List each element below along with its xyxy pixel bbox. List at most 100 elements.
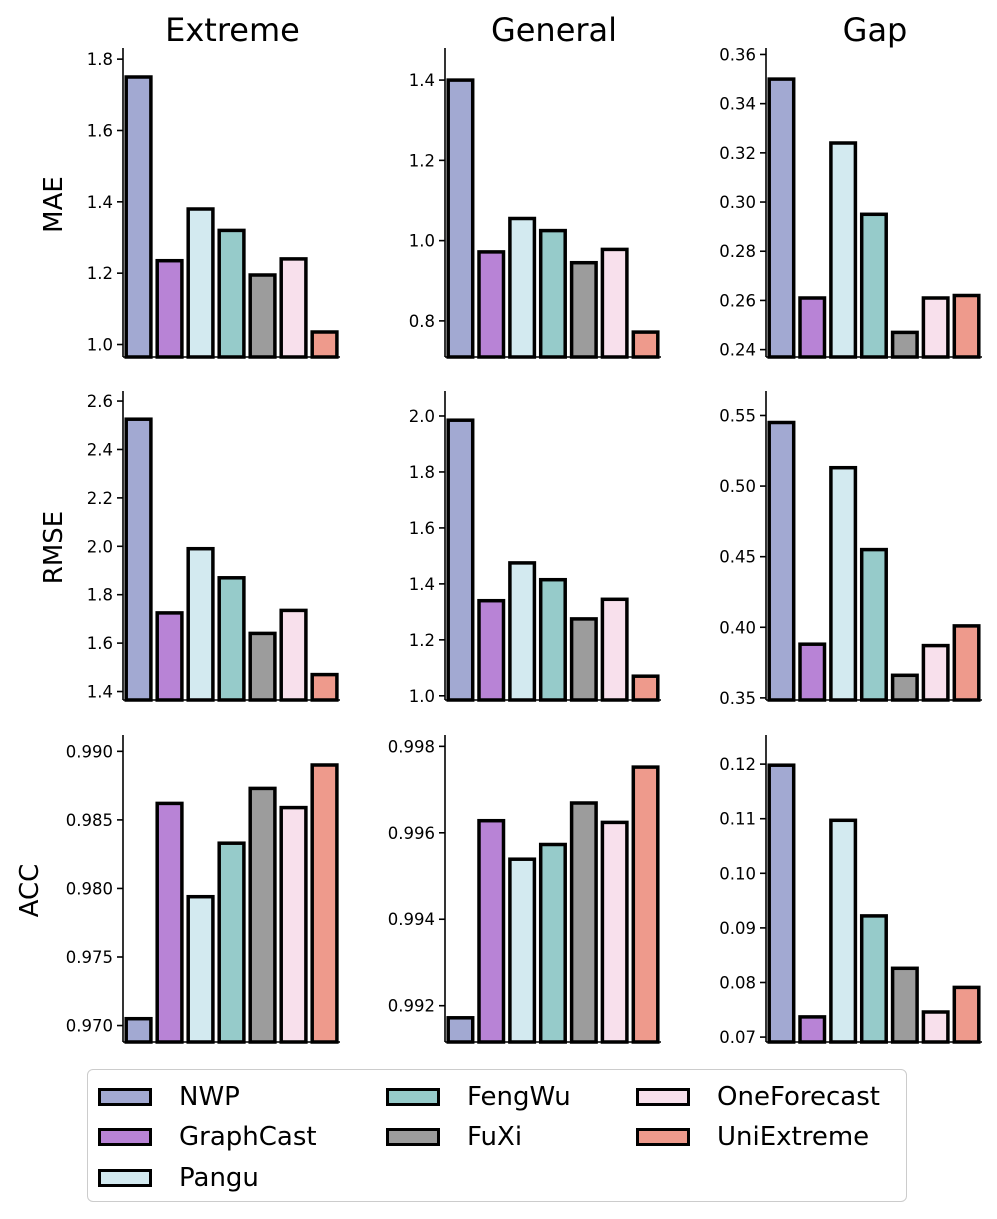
legend-swatch-pangu bbox=[98, 1169, 152, 1187]
y-tick-label-acc-general-3: 0.998 bbox=[388, 737, 435, 756]
panels-group: 1.0 1.2 1.4 1.6 1.8 Extreme MAE 0.8 1.0 1.2 1.4 Gen… bbox=[15, 11, 982, 1047]
bar-acc-extreme-uniextreme bbox=[310, 763, 339, 1044]
bar-acc-general-fuxi bbox=[569, 801, 598, 1044]
y-tick-label-mae-extreme-1: 1.2 bbox=[87, 264, 113, 283]
bar-rmse-general-fengwu bbox=[538, 577, 567, 702]
bar-acc-gap-fengwu bbox=[859, 914, 888, 1044]
bar-mae-gap-fengwu bbox=[859, 212, 888, 359]
y-tick-label-mae-extreme-2: 1.4 bbox=[87, 193, 113, 212]
panel-mae-extreme: 1.0 1.2 1.4 1.6 1.8 Extreme MAE bbox=[39, 11, 340, 359]
bar-mae-gap-uniextreme bbox=[952, 293, 981, 359]
y-tick-label-rmse-general-4: 1.8 bbox=[409, 463, 435, 482]
y-tick-label-mae-gap-2: 0.28 bbox=[719, 242, 756, 261]
legend-label-uniextreme: UniExtreme bbox=[717, 1122, 870, 1152]
row-label-mae: MAE bbox=[39, 176, 69, 233]
legend-swatch-oneforecast bbox=[636, 1088, 690, 1106]
y-tick-label-rmse-extreme-0: 1.4 bbox=[87, 683, 113, 702]
panel-mae-gap: 0.24 0.26 0.28 0.30 0.32 0.34 0.36 Gap bbox=[719, 11, 982, 360]
legend-swatch-graphcast bbox=[98, 1128, 152, 1146]
legend-item-pangu: Pangu bbox=[98, 1163, 259, 1193]
bar-acc-general-fengwu bbox=[538, 842, 567, 1044]
bar-mae-gap-graphcast bbox=[798, 296, 827, 359]
bar-rmse-general-oneforecast bbox=[600, 597, 629, 702]
bar-rmse-extreme-oneforecast bbox=[279, 608, 308, 702]
y-tick-label-rmse-general-1: 1.2 bbox=[409, 631, 435, 650]
legend-item-nwp: NWP bbox=[98, 1082, 240, 1112]
bar-mae-extreme-fuxi bbox=[248, 273, 277, 359]
y-tick-label-rmse-general-0: 1.0 bbox=[409, 687, 435, 706]
bar-acc-extreme-fengwu bbox=[217, 841, 246, 1044]
panel-rmse-general: 1.0 1.2 1.4 1.6 1.8 2.0 bbox=[409, 391, 661, 706]
bar-mae-extreme-nwp bbox=[124, 75, 153, 359]
bar-rmse-gap-nwp bbox=[767, 420, 796, 702]
bar-rmse-general-graphcast bbox=[477, 598, 506, 702]
bar-acc-gap-fuxi bbox=[890, 966, 919, 1044]
y-tick-label-mae-extreme-4: 1.8 bbox=[87, 50, 113, 69]
y-tick-label-mae-general-1: 1.0 bbox=[409, 232, 435, 251]
y-tick-label-mae-gap-5: 0.34 bbox=[719, 95, 756, 114]
y-tick-label-rmse-general-3: 1.6 bbox=[409, 519, 435, 538]
bar-rmse-extreme-fengwu bbox=[217, 576, 246, 702]
y-tick-label-rmse-gap-3: 0.50 bbox=[719, 477, 756, 496]
bar-mae-extreme-fengwu bbox=[217, 228, 246, 359]
bar-rmse-extreme-pangu bbox=[186, 546, 215, 702]
y-tick-label-mae-gap-0: 0.24 bbox=[719, 341, 756, 360]
bar-mae-gap-fuxi bbox=[890, 330, 919, 359]
legend-label-graphcast: GraphCast bbox=[179, 1122, 317, 1152]
y-tick-label-rmse-extreme-6: 2.6 bbox=[87, 392, 113, 411]
bar-rmse-gap-graphcast bbox=[798, 642, 827, 702]
bar-acc-gap-oneforecast bbox=[921, 1010, 950, 1044]
column-title-gap: Gap bbox=[843, 11, 908, 49]
y-tick-label-rmse-gap-2: 0.45 bbox=[719, 548, 756, 567]
bar-acc-general-graphcast bbox=[477, 818, 506, 1044]
legend-label-nwp: NWP bbox=[179, 1082, 240, 1112]
bar-acc-extreme-graphcast bbox=[155, 801, 184, 1044]
legend-item-graphcast: GraphCast bbox=[98, 1122, 317, 1152]
y-tick-label-rmse-extreme-2: 1.8 bbox=[87, 586, 113, 605]
column-title-general: General bbox=[491, 11, 617, 49]
bar-acc-general-oneforecast bbox=[600, 820, 629, 1044]
y-tick-label-acc-general-1: 0.994 bbox=[388, 910, 435, 929]
bar-mae-gap-oneforecast bbox=[921, 296, 950, 359]
bar-acc-extreme-oneforecast bbox=[279, 805, 308, 1044]
y-tick-label-acc-gap-1: 0.08 bbox=[719, 973, 756, 992]
bar-acc-extreme-pangu bbox=[186, 894, 215, 1044]
bar-acc-general-pangu bbox=[508, 857, 537, 1044]
y-tick-label-acc-extreme-0: 0.970 bbox=[66, 1017, 113, 1036]
panel-acc-gap: 0.07 0.08 0.09 0.10 0.11 0.12 bbox=[719, 735, 982, 1047]
y-tick-label-mae-extreme-3: 1.6 bbox=[87, 121, 113, 140]
y-tick-label-acc-general-0: 0.992 bbox=[388, 997, 435, 1016]
legend-label-fengwu: FengWu bbox=[467, 1082, 571, 1112]
y-tick-label-acc-general-2: 0.996 bbox=[388, 824, 435, 843]
panel-mae-general: 0.8 1.0 1.2 1.4 General bbox=[409, 11, 661, 359]
y-tick-label-mae-gap-3: 0.30 bbox=[719, 193, 756, 212]
legend-item-oneforecast: OneForecast bbox=[636, 1082, 880, 1112]
bar-rmse-gap-fengwu bbox=[859, 547, 888, 702]
y-tick-label-rmse-extreme-4: 2.2 bbox=[87, 489, 113, 508]
bar-acc-general-uniextreme bbox=[631, 765, 660, 1044]
bar-rmse-gap-fuxi bbox=[890, 673, 919, 702]
legend-swatch-uniextreme bbox=[636, 1128, 690, 1146]
y-tick-label-mae-general-2: 1.2 bbox=[409, 151, 435, 170]
y-tick-label-mae-extreme-0: 1.0 bbox=[87, 336, 113, 355]
bar-acc-general-nwp bbox=[446, 1016, 475, 1044]
bar-rmse-extreme-graphcast bbox=[155, 611, 184, 702]
legend-item-fengwu: FengWu bbox=[386, 1082, 571, 1112]
legend-item-fuxi: FuXi bbox=[386, 1122, 522, 1152]
bar-rmse-extreme-nwp bbox=[124, 417, 153, 702]
y-tick-label-rmse-gap-4: 0.55 bbox=[719, 406, 756, 425]
bar-mae-general-nwp bbox=[446, 78, 475, 359]
bar-mae-gap-nwp bbox=[767, 77, 796, 359]
bar-rmse-gap-oneforecast bbox=[921, 643, 950, 702]
y-tick-label-rmse-extreme-5: 2.4 bbox=[87, 440, 113, 459]
bar-acc-extreme-fuxi bbox=[248, 786, 277, 1044]
y-tick-label-acc-gap-4: 0.11 bbox=[719, 810, 756, 829]
panel-acc-extreme: 0.970 0.975 0.980 0.985 0.990 ACC bbox=[15, 735, 340, 1044]
legend-label-fuxi: FuXi bbox=[467, 1122, 523, 1152]
y-tick-label-acc-extreme-3: 0.985 bbox=[66, 811, 113, 830]
legend: NWP GraphCast Pangu FengWu FuXi OneForec… bbox=[87, 1069, 907, 1202]
bar-rmse-gap-uniextreme bbox=[952, 624, 981, 702]
y-tick-label-mae-general-3: 1.4 bbox=[409, 71, 435, 90]
y-tick-label-mae-gap-6: 0.36 bbox=[719, 45, 756, 64]
